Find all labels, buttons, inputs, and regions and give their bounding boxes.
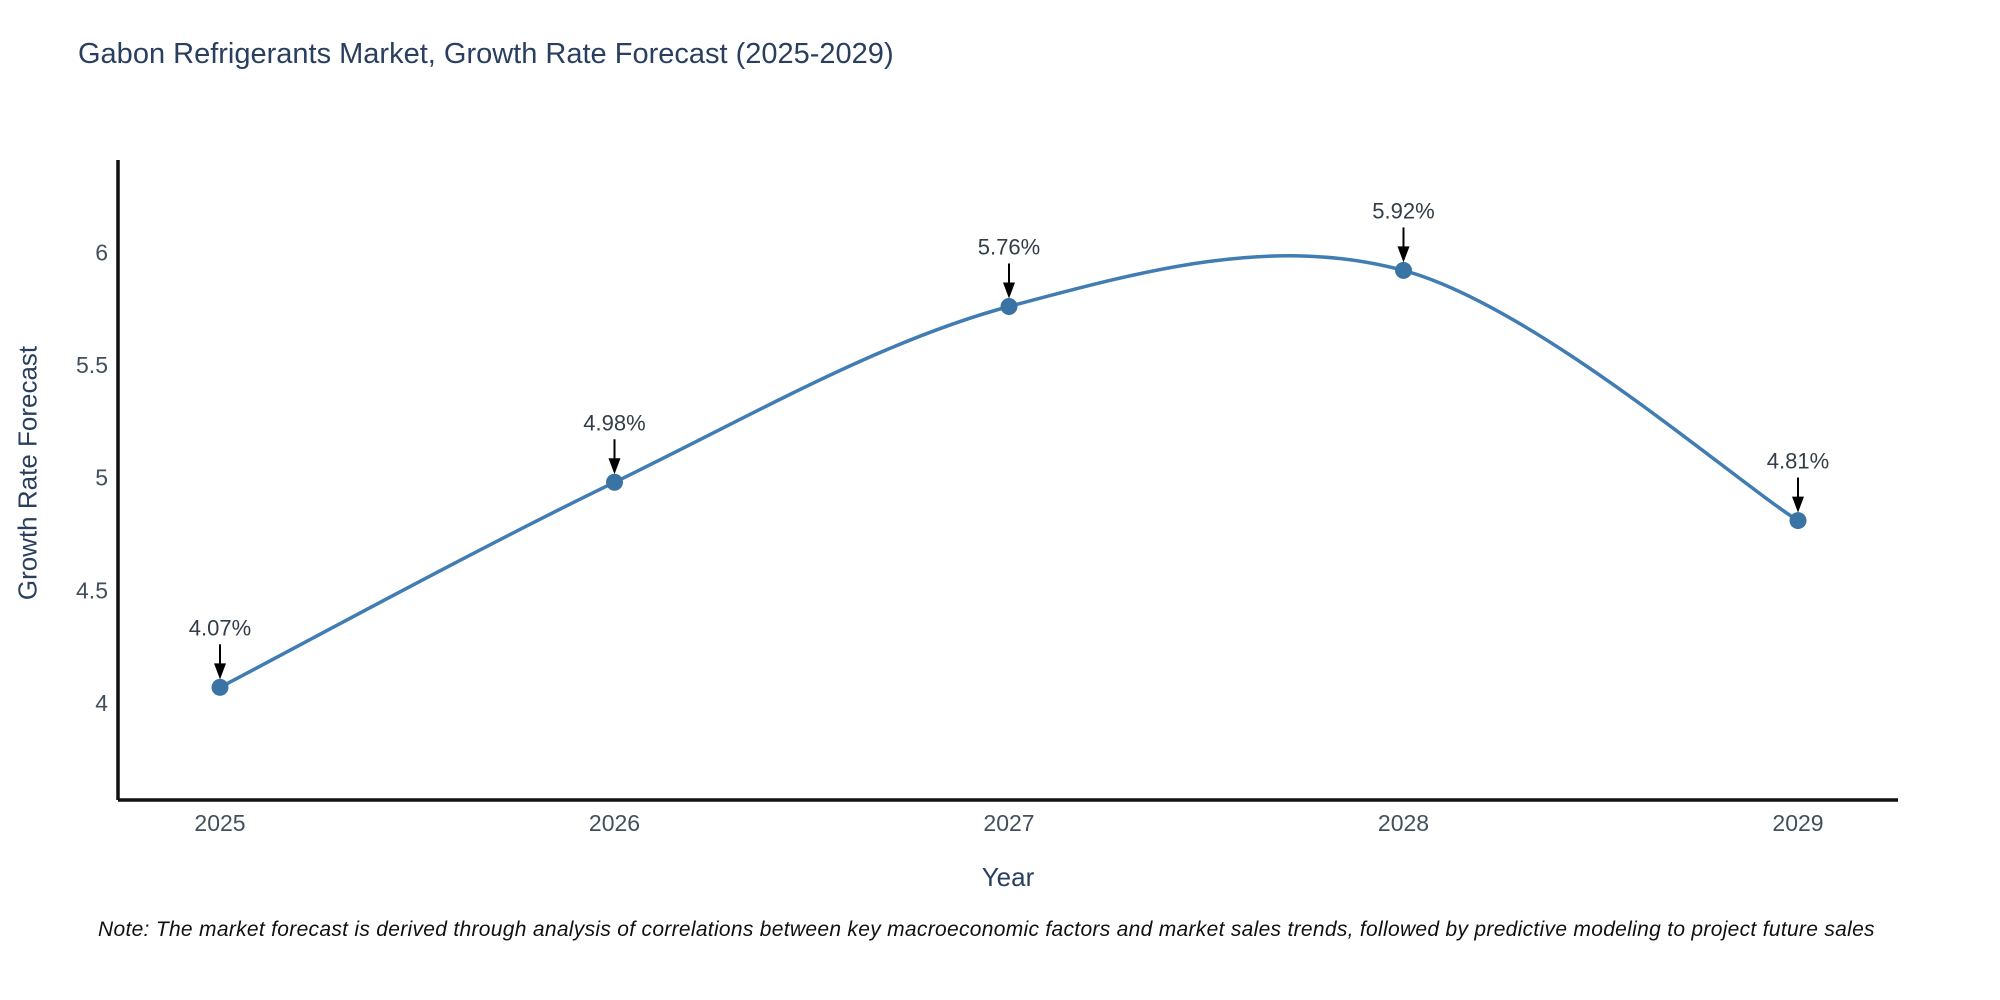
chart-title: Gabon Refrigerants Market, Growth Rate F… — [78, 38, 894, 70]
x-tick-label: 2029 — [1772, 810, 1823, 836]
point-value-label: 5.76% — [978, 234, 1040, 259]
data-point-marker — [211, 678, 229, 696]
annotation-arrowhead — [1397, 246, 1410, 263]
x-axis-title: Year — [981, 862, 1035, 892]
annotation-arrowhead — [608, 458, 621, 475]
point-value-label: 4.98% — [583, 410, 645, 435]
x-tick-label: 2028 — [1378, 810, 1429, 836]
data-point-marker — [1789, 512, 1807, 530]
x-tick-label: 2026 — [589, 810, 640, 836]
forecast-line — [218, 254, 1800, 690]
y-tick-label: 5.5 — [76, 352, 108, 378]
data-point-marker — [1000, 297, 1018, 315]
y-tick-label: 5 — [95, 465, 108, 491]
footnote: Note: The market forecast is derived thr… — [98, 918, 1875, 941]
annotation-arrowhead — [1003, 282, 1015, 299]
x-tick-label: 2027 — [983, 810, 1034, 836]
y-tick-label: 6 — [95, 239, 108, 265]
data-point-marker — [1395, 261, 1412, 279]
y-tick-label: 4 — [95, 690, 108, 716]
point-value-label: 4.07% — [189, 615, 251, 640]
x-tick-label: 2025 — [194, 810, 245, 836]
y-tick-label: 4.5 — [76, 577, 108, 603]
annotation-arrowhead — [1792, 496, 1804, 513]
point-value-label: 5.92% — [1372, 198, 1434, 223]
data-point-marker — [606, 473, 623, 491]
point-value-label: 4.81% — [1767, 449, 1829, 474]
annotation-arrowhead — [214, 663, 226, 680]
